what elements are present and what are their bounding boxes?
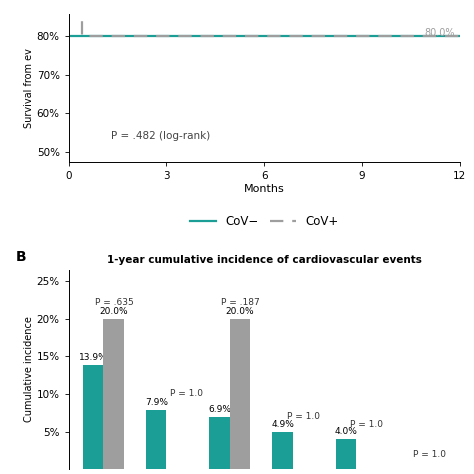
Text: P = 1.0: P = 1.0 — [287, 412, 320, 421]
Text: P = 1.0: P = 1.0 — [413, 450, 447, 459]
Text: 7.9%: 7.9% — [145, 398, 168, 407]
Text: 80.0%: 80.0% — [424, 28, 455, 38]
Text: 4.9%: 4.9% — [271, 420, 294, 429]
Y-axis label: Cumulative incidence: Cumulative incidence — [24, 317, 34, 422]
Bar — [273, 432, 292, 469]
Bar — [229, 319, 250, 469]
Bar — [83, 365, 103, 469]
Text: P = .482 (log-rank): P = .482 (log-rank) — [111, 131, 210, 141]
X-axis label: Months: Months — [244, 184, 284, 194]
Text: P = .635: P = .635 — [95, 298, 134, 307]
Bar — [146, 410, 166, 469]
Legend: CoV−, CoV+: CoV−, CoV+ — [185, 210, 344, 233]
Text: P = .187: P = .187 — [221, 298, 260, 307]
Text: B: B — [16, 250, 27, 264]
Text: P = 1.0: P = 1.0 — [350, 419, 383, 428]
Bar — [210, 417, 229, 469]
Text: 13.9%: 13.9% — [79, 353, 108, 362]
Text: P = 1.0: P = 1.0 — [170, 389, 203, 398]
Title: 1-year cumulative incidence of cardiovascular events: 1-year cumulative incidence of cardiovas… — [107, 255, 422, 265]
Text: 6.9%: 6.9% — [208, 405, 231, 414]
Text: 20.0%: 20.0% — [99, 307, 128, 316]
Bar — [336, 439, 356, 469]
Text: 4.0%: 4.0% — [334, 427, 357, 436]
Bar — [103, 319, 124, 469]
Y-axis label: Survival from ev: Survival from ev — [24, 48, 34, 128]
Text: 20.0%: 20.0% — [225, 307, 254, 316]
